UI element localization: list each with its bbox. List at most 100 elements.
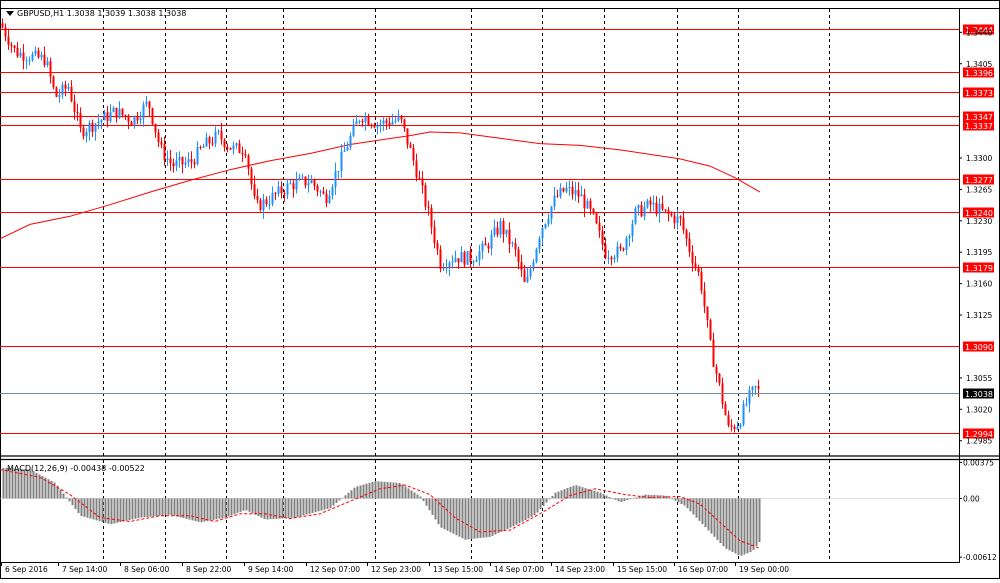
candle-body	[460, 252, 463, 263]
macd-bar	[182, 498, 185, 519]
candle	[322, 187, 325, 195]
macd-bar	[386, 482, 389, 499]
candle	[592, 207, 595, 215]
candle-body	[382, 120, 385, 125]
macd-bar	[290, 498, 293, 518]
candle	[142, 101, 145, 127]
candle	[724, 401, 727, 416]
level-label-0: 1.3444	[965, 26, 993, 35]
candle-body	[499, 221, 502, 235]
candle-body	[151, 108, 154, 124]
candle	[259, 197, 262, 212]
macd-bar	[422, 498, 425, 502]
candle-body	[724, 403, 727, 416]
macd-bar	[689, 498, 692, 512]
candle-body	[346, 147, 349, 151]
level-label-1: 1.3396	[965, 69, 993, 78]
candle	[73, 94, 76, 120]
macd-bar	[89, 498, 92, 519]
macd-bar	[707, 498, 710, 531]
macd-bar	[671, 498, 674, 500]
macd-bar	[155, 498, 158, 517]
candle-body	[739, 424, 742, 427]
candle-body	[97, 122, 100, 124]
macd-bar	[392, 482, 395, 499]
candle	[637, 204, 640, 216]
macd-bar	[572, 485, 575, 499]
candle-body	[85, 131, 88, 137]
macd-bar	[14, 468, 17, 499]
candle-body	[649, 200, 652, 205]
candle-body	[1, 23, 4, 28]
candle	[79, 107, 82, 133]
candle	[487, 242, 490, 254]
macd-bar	[251, 498, 254, 514]
time-tick-label-6: 12 Sep 23:00	[371, 565, 421, 574]
macd-bar	[215, 498, 218, 520]
macd-bar	[299, 498, 302, 517]
level-label-5: 1.3277	[965, 176, 993, 185]
candle	[34, 46, 37, 57]
candle	[499, 217, 502, 238]
candle	[187, 152, 190, 167]
macd-bar	[83, 498, 86, 517]
macd-bar	[212, 498, 215, 520]
candle	[250, 166, 253, 190]
candle-body	[7, 36, 10, 45]
macd-bar	[398, 482, 401, 499]
candles	[1, 18, 760, 433]
price-tick-label-8: 1.3055	[966, 374, 992, 383]
candle	[67, 82, 70, 92]
macd-bar	[560, 490, 563, 499]
candle-body	[439, 249, 442, 269]
candle	[691, 245, 694, 272]
candle	[706, 306, 709, 328]
macd-bar	[458, 498, 461, 537]
macd-bar	[626, 498, 629, 501]
candle-body	[136, 116, 139, 121]
candle-body	[448, 262, 451, 268]
candle-body	[133, 116, 136, 125]
candle	[433, 220, 436, 249]
candle-body	[610, 257, 613, 260]
candle-body	[175, 160, 178, 167]
candle	[409, 141, 412, 149]
macd-bar	[608, 496, 611, 499]
candle-body	[532, 262, 535, 270]
candle-body	[691, 252, 694, 264]
candle-body	[559, 188, 562, 197]
candle	[160, 137, 163, 149]
candle-body	[121, 108, 124, 116]
dropdown-triangle-icon[interactable]	[6, 11, 14, 16]
candle-body	[253, 184, 256, 196]
macd-bar	[359, 485, 362, 499]
candle-body	[472, 261, 475, 263]
candle	[361, 118, 364, 127]
candle	[253, 175, 256, 200]
price-tick-label-3: 1.3265	[966, 185, 992, 194]
macd-bar	[230, 498, 233, 516]
level-label-7: 1.3179	[965, 264, 993, 273]
candle-body	[115, 107, 118, 118]
level-label-3: 1.3347	[965, 113, 993, 122]
macd-bar	[368, 482, 371, 499]
candle	[352, 119, 355, 138]
candle-body	[595, 213, 598, 224]
candle-body	[295, 179, 298, 190]
candle	[358, 119, 361, 125]
macd-bar	[131, 498, 134, 520]
macd-bar	[518, 498, 521, 524]
macd-bar	[449, 498, 452, 533]
candle-body	[241, 152, 244, 155]
candle	[94, 123, 97, 141]
macd-bar	[332, 498, 335, 506]
candle	[136, 111, 139, 125]
candle	[511, 241, 514, 248]
time-tick-label-7: 13 Sep 15:00	[433, 565, 483, 574]
candle	[220, 122, 223, 145]
macd-bar	[569, 486, 572, 499]
macd-bar	[311, 498, 314, 513]
candle-body	[445, 267, 448, 269]
macd-bar	[566, 488, 569, 499]
